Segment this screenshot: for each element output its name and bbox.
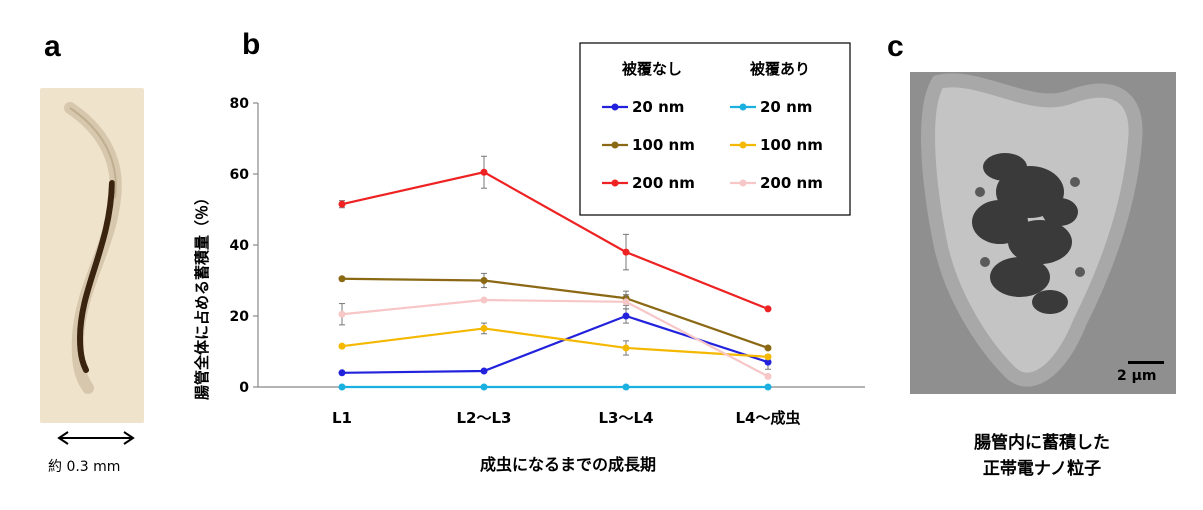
data-point — [480, 383, 488, 391]
legend-swatch-marker — [611, 179, 619, 187]
data-point — [480, 168, 488, 176]
legend-entry-label: 20 nm — [760, 98, 812, 116]
data-point — [338, 200, 346, 208]
series-group — [338, 294, 772, 380]
y-tick-label: 40 — [230, 238, 250, 254]
series-line — [341, 298, 769, 378]
panel-label-b: b — [242, 28, 261, 61]
legend-entry-label: 100 nm — [760, 136, 823, 154]
data-point — [764, 372, 772, 380]
legend-entry-label: 20 nm — [632, 98, 684, 116]
data-point — [764, 305, 772, 313]
legend-swatch-marker — [739, 179, 747, 187]
x-tick-label: L2〜L3 — [457, 409, 512, 427]
x-tick-label: L4〜成虫 — [736, 409, 801, 427]
legend-entry-label: 200 nm — [760, 174, 823, 192]
scale-arrow — [57, 431, 135, 445]
data-point — [480, 296, 488, 304]
data-point — [622, 298, 630, 306]
series-group — [338, 308, 772, 377]
legend-swatch-marker — [739, 141, 747, 149]
y-tick-label: 0 — [239, 380, 249, 396]
x-axis-label: 成虫になるまでの成長期 — [480, 455, 656, 474]
data-point — [480, 277, 488, 284]
legend-swatch-marker — [739, 103, 747, 111]
data-point — [338, 342, 346, 350]
series-group — [338, 322, 772, 361]
y-tick-label: 20 — [230, 309, 250, 325]
series-line — [341, 277, 769, 349]
data-point — [338, 275, 346, 283]
series-group — [338, 383, 772, 391]
y-axis-label: 腸管全体に占める蓄積量（％） — [193, 190, 211, 400]
chart-legend: 被覆なし 被覆あり 20 nm 100 nm 200 nm 20 nm 100 nm 200 … — [579, 42, 851, 216]
series-line — [341, 171, 769, 310]
chart-lines — [338, 155, 772, 391]
x-tick-label: L3〜L4 — [599, 409, 654, 427]
micrograph-illustration — [910, 72, 1176, 394]
y-tick-label: 60 — [230, 167, 250, 183]
data-point — [338, 310, 346, 318]
em-scale-label: 2 μm — [1117, 368, 1157, 384]
data-point — [338, 369, 346, 377]
scale-label-a: 約 0.3 mm — [48, 459, 121, 475]
data-point — [622, 344, 630, 352]
data-point — [622, 248, 630, 256]
em-micrograph — [910, 72, 1176, 394]
x-tick-label: L1 — [332, 409, 352, 427]
caption-line-2: 正帯電ナノ粒子 — [982, 459, 1102, 479]
data-point — [622, 383, 630, 391]
legend-swatch-marker — [611, 103, 619, 111]
caption-line-1: 腸管内に蓄積した — [974, 433, 1110, 453]
line-chart: 0 20 40 60 80 L1 L2〜L3 L3〜L4 L4〜成虫 腸管全体に占める蓄積量（％… — [193, 42, 865, 474]
data-point — [338, 383, 346, 391]
legend-entry-label: 100 nm — [632, 136, 695, 154]
series-group — [338, 155, 772, 313]
data-point — [764, 358, 772, 366]
panel-label-a: a — [44, 30, 61, 63]
data-point — [480, 324, 488, 332]
data-point — [764, 344, 772, 352]
data-point — [764, 383, 772, 391]
legend-entry-label: 200 nm — [632, 174, 695, 192]
data-point — [480, 367, 488, 375]
legend-header: 被覆なし — [622, 60, 682, 78]
legend-box — [579, 42, 851, 216]
worm-illustration — [64, 102, 122, 394]
data-point — [622, 312, 630, 320]
worm-image — [40, 88, 144, 423]
legend-header: 被覆あり — [750, 60, 810, 78]
legend-swatch-marker — [611, 141, 619, 149]
series-line — [341, 327, 769, 358]
panel-label-c: c — [887, 30, 904, 63]
y-tick-label: 80 — [230, 96, 250, 112]
data-point — [764, 353, 772, 361]
em-scale-bar — [1128, 361, 1164, 364]
